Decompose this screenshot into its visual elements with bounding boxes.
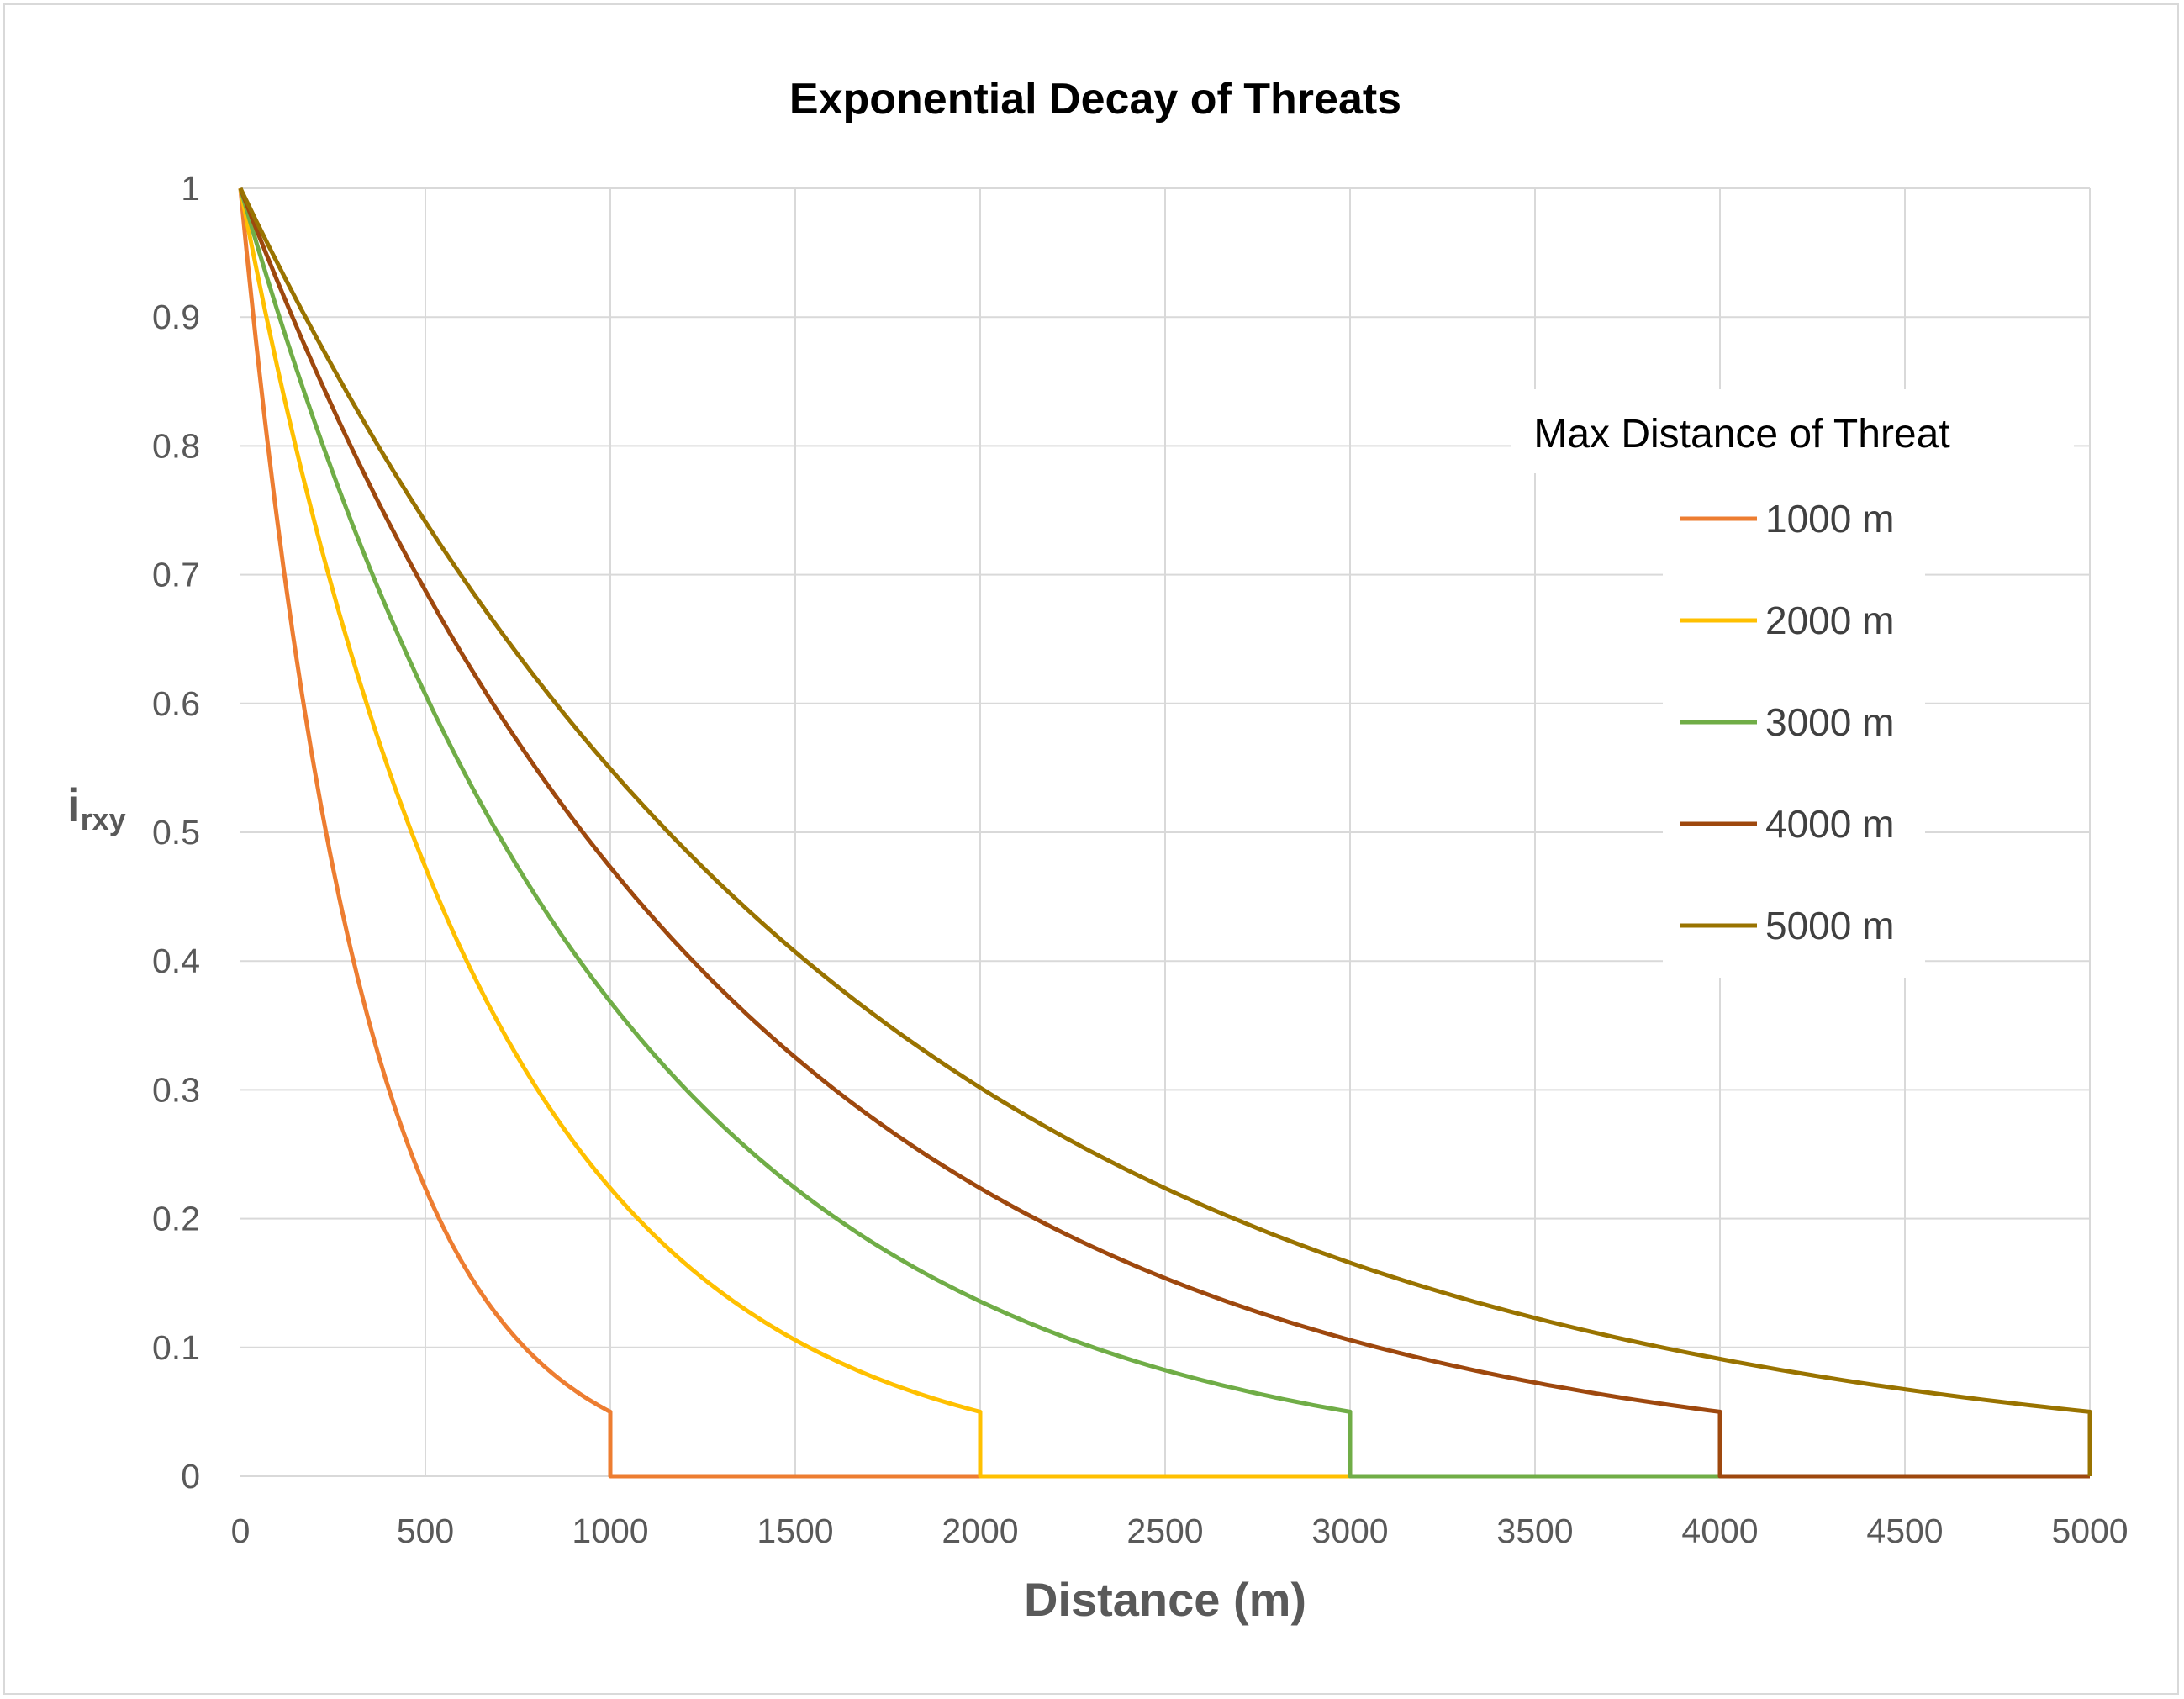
legend-items: 1000 m 2000 m 3000 m 4000 m 5000 m: [1680, 497, 1894, 947]
y-tick-label: 0.5: [152, 813, 200, 852]
series-layer: [238, 187, 2092, 1479]
y-tick-label: 0.7: [152, 556, 200, 594]
legend: Max Distance of Threat 1000 m 2000 m 3000 …: [1511, 389, 2074, 978]
legend-label: 2000 m: [1765, 599, 1894, 642]
y-tick-label: 0.8: [152, 426, 200, 465]
y-tick-label: 0: [181, 1457, 200, 1496]
x-tick-label: 3000: [1311, 1512, 1388, 1550]
series-line-5000-m: [238, 187, 2092, 1476]
y-tick-label: 0.1: [152, 1328, 200, 1367]
y-tick-label: 0.9: [152, 298, 200, 336]
legend-title: Max Distance of Threat: [1533, 412, 1949, 456]
y-tick-label: 0.6: [152, 684, 200, 723]
legend-label: 5000 m: [1765, 904, 1894, 947]
series-line-3000-m: [238, 187, 2090, 1479]
y-tick-label: 0.4: [152, 942, 200, 980]
x-tick-label: 0: [231, 1512, 251, 1550]
legend-background: [1663, 473, 1925, 978]
legend-title-background: [1511, 389, 2074, 473]
x-tick-label: 3500: [1496, 1512, 1573, 1550]
x-tick-label: 4500: [1866, 1512, 1943, 1550]
y-axis-title: irxy: [67, 778, 126, 836]
legend-label: 3000 m: [1765, 700, 1894, 744]
y-tick-labels: 0 0.1 0.2 0.3 0.4 0.5 0.6 0.7 0.8 0.9 1: [152, 169, 200, 1496]
legend-label: 4000 m: [1765, 802, 1894, 846]
y-tick-label: 1: [181, 169, 200, 208]
x-tick-label: 1500: [757, 1512, 833, 1550]
y-axis-title-sub: rxy: [81, 802, 126, 836]
chart-title: Exponential Decay of Threats: [789, 75, 1401, 124]
x-tick-label: 2000: [942, 1512, 1018, 1550]
series-line-1000-m: [238, 187, 2090, 1479]
series-line-2000-m: [238, 187, 2090, 1479]
series-line-4000-m: [238, 187, 2090, 1479]
x-tick-labels: 0 500 1000 1500 2000 2500 3000 3500 4000 4500 5000: [231, 1512, 2129, 1550]
x-axis-title: Distance (m): [1024, 1573, 1306, 1626]
y-axis-title-main: i: [67, 778, 81, 831]
y-tick-label: 0.2: [152, 1200, 200, 1238]
x-tick-label: 2500: [1126, 1512, 1203, 1550]
y-tick-label: 0.3: [152, 1070, 200, 1109]
x-tick-label: 500: [397, 1512, 454, 1550]
x-tick-label: 5000: [2051, 1512, 2128, 1550]
x-tick-label: 4000: [1681, 1512, 1758, 1550]
legend-label: 1000 m: [1765, 497, 1894, 541]
x-tick-label: 1000: [572, 1512, 648, 1550]
